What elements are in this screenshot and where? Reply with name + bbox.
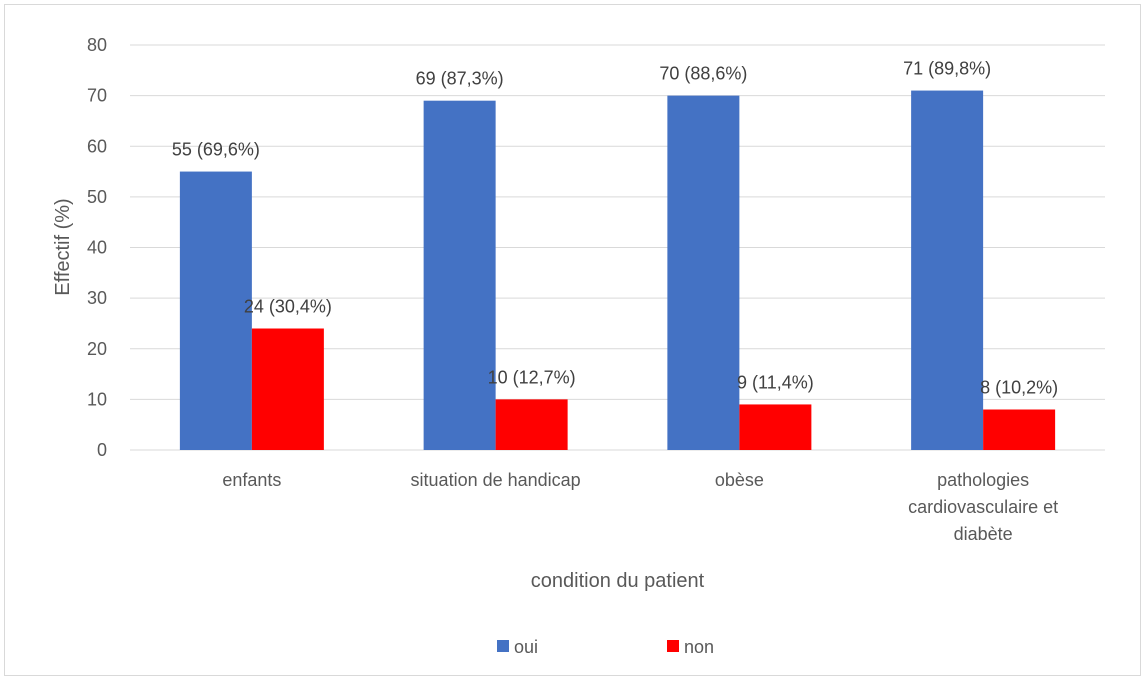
x-axis-ticks: enfants situation de handicap obèse patholo… [222,470,1058,544]
x-tick-label: pathologies cardiovasculaire et diabète [908,470,1058,544]
bar-non-1 [251,328,324,450]
legend-label-non: non [684,637,714,657]
legend-swatch-oui [497,640,509,652]
data-label: 69 (87,3%) [416,69,504,89]
y-tick-label: 10 [87,389,107,409]
y-axis-title: Effectif (%) [52,198,74,295]
y-tick-label: 70 [87,86,107,106]
data-label: 9 (11,4%) [737,372,814,392]
legend: oui non [497,637,714,657]
bar-non-2 [495,399,568,450]
data-label: 24 (30,4%) [244,297,332,317]
data-label: 10 (12,7%) [488,367,576,387]
y-tick-label: 0 [97,440,107,460]
bar-oui-2 [423,100,496,450]
bar-oui-3 [667,95,740,450]
data-label: 70 (88,6%) [659,64,747,84]
y-tick-label: 80 [87,35,107,55]
data-labels: 55 (69,6%) 69 (87,3%) 70 (88,6%) 71 (89,8%)… [172,59,1058,398]
bar-oui-4 [911,90,984,450]
data-label: 71 (89,8%) [903,59,991,79]
y-tick-label: 40 [87,238,107,258]
legend-swatch-non [667,640,679,652]
bar-non-4 [983,409,1056,450]
bar-oui-1 [179,171,252,450]
legend-label-oui: oui [514,637,538,657]
bar-non-3 [739,404,812,450]
data-label: 55 (69,6%) [172,140,260,160]
y-tick-label: 20 [87,339,107,359]
y-tick-label: 50 [87,187,107,207]
y-tick-label: 60 [87,136,107,156]
y-axis-ticks: 0 10 20 30 40 50 60 70 80 [87,35,107,460]
x-tick-label: obèse [715,470,764,490]
y-tick-label: 30 [87,288,107,308]
x-tick-label: situation de handicap [411,470,581,490]
x-tick-label: enfants [222,470,281,490]
data-label: 8 (10,2%) [980,378,1058,398]
x-axis-title: condition du patient [531,570,705,592]
bars [179,90,1056,450]
